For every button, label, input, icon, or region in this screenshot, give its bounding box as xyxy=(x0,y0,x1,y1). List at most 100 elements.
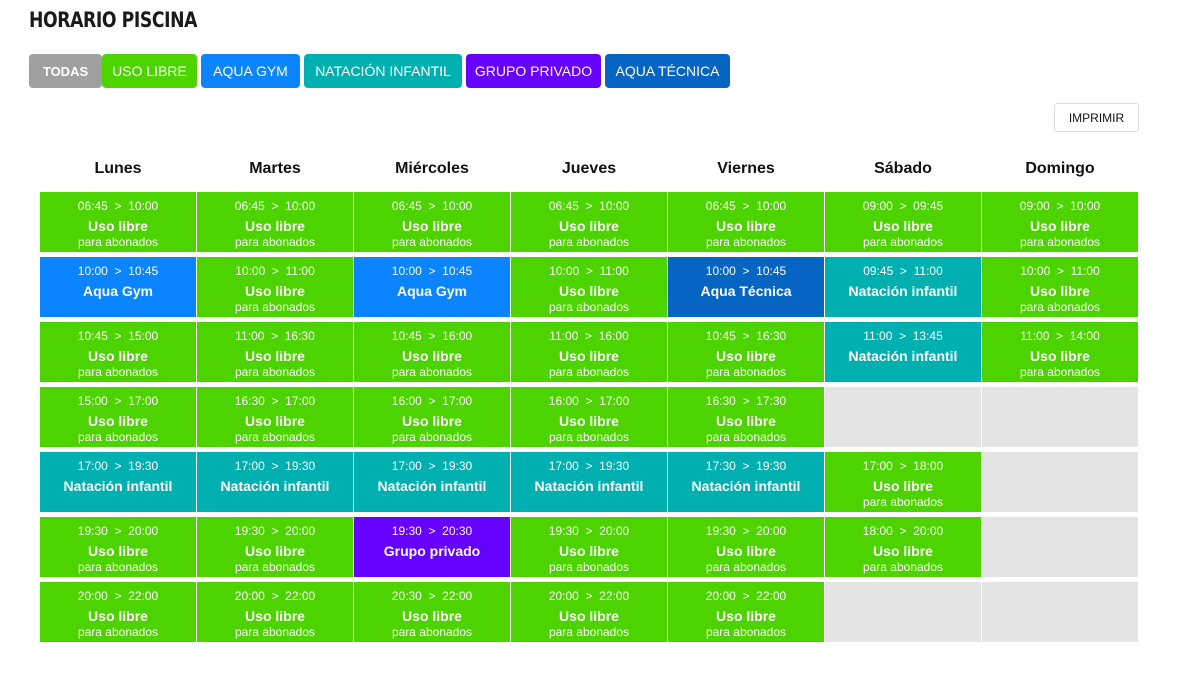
slot-subtitle: para abonados xyxy=(548,365,630,379)
slot-time: 16:00 > 17:00 xyxy=(391,394,473,408)
empty-slot xyxy=(982,517,1138,577)
schedule-slot[interactable]: 20:00 > 22:00 Uso libre para abonados xyxy=(668,582,824,642)
slot-activity: Uso libre xyxy=(716,348,776,364)
empty-slot xyxy=(825,582,981,642)
schedule-slot[interactable]: 10:00 > 11:00 Uso libre para abonados xyxy=(982,257,1138,317)
day-header-jueves: Jueves xyxy=(561,160,617,177)
schedule-slot[interactable]: 19:30 > 20:00 Uso libre para abonados xyxy=(668,517,824,577)
slot-subtitle: para abonados xyxy=(548,430,630,444)
slot-time: 20:00 > 22:00 xyxy=(548,589,630,603)
schedule-slot[interactable]: 15:00 > 17:00 Uso libre para abonados xyxy=(40,387,196,447)
slot-time: 06:45 > 10:00 xyxy=(705,199,787,213)
schedule-slot[interactable]: 09:45 > 11:00 Natación infantil xyxy=(825,257,981,317)
slot-subtitle: para abonados xyxy=(862,495,944,509)
day-header-martes: Martes xyxy=(249,160,301,177)
slot-activity: Uso libre xyxy=(245,413,305,429)
filter-aqua-gym-button[interactable]: AQUA GYM xyxy=(201,54,300,88)
slot-activity: Uso libre xyxy=(245,218,305,234)
schedule-slot[interactable]: 17:00 > 19:30 Natación infantil xyxy=(354,452,510,512)
slot-activity: Uso libre xyxy=(716,413,776,429)
slot-subtitle: para abonados xyxy=(548,300,630,314)
slot-activity: Uso libre xyxy=(245,283,305,299)
slot-subtitle: para abonados xyxy=(705,365,787,379)
filter-grupo-privado-button[interactable]: GRUPO PRIVADO xyxy=(466,54,601,88)
schedule-slot[interactable]: 11:00 > 14:00 Uso libre para abonados xyxy=(982,322,1138,382)
slot-activity: Uso libre xyxy=(88,218,148,234)
slot-activity: Uso libre xyxy=(1030,348,1090,364)
schedule-slot[interactable]: 17:30 > 19:30 Natación infantil xyxy=(668,452,824,512)
slot-subtitle: para abonados xyxy=(77,365,159,379)
schedule-slot[interactable]: 10:00 > 10:45 Aqua Gym xyxy=(354,257,510,317)
schedule-slot[interactable]: 19:30 > 20:00 Uso libre para abonados xyxy=(197,517,353,577)
filter-uso-libre-button[interactable]: USO LIBRE xyxy=(102,54,197,88)
schedule-slot[interactable]: 10:00 > 10:45 Aqua Gym xyxy=(40,257,196,317)
slot-subtitle: para abonados xyxy=(234,235,316,249)
schedule-slot[interactable]: 06:45 > 10:00 Uso libre para abonados xyxy=(668,192,824,252)
schedule-slot[interactable]: 10:45 > 16:00 Uso libre para abonados xyxy=(354,322,510,382)
schedule-slot[interactable]: 06:45 > 10:00 Uso libre para abonados xyxy=(511,192,667,252)
schedule-slot[interactable]: 20:00 > 22:00 Uso libre para abonados xyxy=(511,582,667,642)
schedule-slot[interactable]: 17:00 > 19:30 Natación infantil xyxy=(197,452,353,512)
slot-activity: Uso libre xyxy=(1030,283,1090,299)
schedule-slot[interactable]: 10:45 > 16:30 Uso libre para abonados xyxy=(668,322,824,382)
schedule-slot[interactable]: 09:00 > 10:00 Uso libre para abonados xyxy=(982,192,1138,252)
schedule-slot[interactable]: 11:00 > 13:45 Natación infantil xyxy=(825,322,981,382)
slot-activity: Natación infantil xyxy=(691,478,801,494)
slot-time: 17:00 > 18:00 xyxy=(862,459,944,473)
slot-activity: Natación infantil xyxy=(377,478,487,494)
slot-time: 17:00 > 19:30 xyxy=(548,459,630,473)
schedule-slot[interactable]: 17:00 > 19:30 Natación infantil xyxy=(40,452,196,512)
slot-subtitle: para abonados xyxy=(548,235,630,249)
schedule-slot[interactable]: 17:00 > 18:00 Uso libre para abonados xyxy=(825,452,981,512)
schedule-slot[interactable]: 18:00 > 20:00 Uso libre para abonados xyxy=(825,517,981,577)
slot-activity: Uso libre xyxy=(559,348,619,364)
schedule-slot[interactable]: 20:30 > 22:00 Uso libre para abonados xyxy=(354,582,510,642)
schedule-slot[interactable]: 16:30 > 17:30 Uso libre para abonados xyxy=(668,387,824,447)
schedule-slot[interactable]: 19:30 > 20:00 Uso libre para abonados xyxy=(511,517,667,577)
slot-time: 15:00 > 17:00 xyxy=(77,394,159,408)
slot-time: 06:45 > 10:00 xyxy=(548,199,630,213)
slot-activity: Natación infantil xyxy=(848,283,958,299)
schedule-slot[interactable]: 20:00 > 22:00 Uso libre para abonados xyxy=(40,582,196,642)
schedule-slot[interactable]: 10:45 > 15:00 Uso libre para abonados xyxy=(40,322,196,382)
slot-time: 19:30 > 20:00 xyxy=(77,524,159,538)
schedule-slot[interactable]: 20:00 > 22:00 Uso libre para abonados xyxy=(197,582,353,642)
slot-time: 10:00 > 10:45 xyxy=(705,264,787,278)
slot-activity: Uso libre xyxy=(559,218,619,234)
schedule-slot[interactable]: 11:00 > 16:00 Uso libre para abonados xyxy=(511,322,667,382)
slot-subtitle: para abonados xyxy=(1019,300,1101,314)
schedule-slot[interactable]: 06:45 > 10:00 Uso libre para abonados xyxy=(354,192,510,252)
slot-time: 19:30 > 20:00 xyxy=(548,524,630,538)
slot-time: 10:00 > 11:00 xyxy=(235,264,315,278)
schedule-slot[interactable]: 16:00 > 17:00 Uso libre para abonados xyxy=(354,387,510,447)
page-title: HORARIO PISCINA xyxy=(29,8,198,32)
schedule-slot[interactable]: 10:00 > 10:45 Aqua Técnica xyxy=(668,257,824,317)
filter-todas-button[interactable]: TODAS xyxy=(29,54,102,88)
slot-subtitle: para abonados xyxy=(705,235,787,249)
slot-activity: Uso libre xyxy=(873,218,933,234)
schedule-slot[interactable]: 11:00 > 16:30 Uso libre para abonados xyxy=(197,322,353,382)
schedule-slot[interactable]: 10:00 > 11:00 Uso libre para abonados xyxy=(197,257,353,317)
schedule-slot[interactable]: 19:30 > 20:30 Grupo privado xyxy=(354,517,510,577)
slot-time: 10:00 > 10:45 xyxy=(391,264,473,278)
schedule-slot[interactable]: 10:00 > 11:00 Uso libre para abonados xyxy=(511,257,667,317)
print-button[interactable]: IMPRIMIR xyxy=(1054,103,1139,132)
schedule-slot[interactable]: 06:45 > 10:00 Uso libre para abonados xyxy=(40,192,196,252)
slot-subtitle: para abonados xyxy=(77,430,159,444)
slot-time: 16:00 > 17:00 xyxy=(548,394,630,408)
schedule-slot[interactable]: 16:00 > 17:00 Uso libre para abonados xyxy=(511,387,667,447)
slot-time: 16:30 > 17:30 xyxy=(705,394,787,408)
schedule-slot[interactable]: 16:30 > 17:00 Uso libre para abonados xyxy=(197,387,353,447)
schedule-slot[interactable]: 17:00 > 19:30 Natación infantil xyxy=(511,452,667,512)
filter-aqua-tecnica-button[interactable]: AQUA TÉCNICA xyxy=(605,54,730,88)
filter-natacion-infantil-button[interactable]: NATACIÓN INFANTIL xyxy=(304,54,462,88)
slot-subtitle: para abonados xyxy=(1019,235,1101,249)
slot-activity: Uso libre xyxy=(1030,218,1090,234)
slot-activity: Uso libre xyxy=(402,413,462,429)
slot-subtitle: para abonados xyxy=(391,235,473,249)
schedule-slot[interactable]: 09:00 > 09:45 Uso libre para abonados xyxy=(825,192,981,252)
slot-activity: Natación infantil xyxy=(63,478,173,494)
schedule-slot[interactable]: 06:45 > 10:00 Uso libre para abonados xyxy=(197,192,353,252)
schedule-slot[interactable]: 19:30 > 20:00 Uso libre para abonados xyxy=(40,517,196,577)
slot-activity: Natación infantil xyxy=(534,478,644,494)
